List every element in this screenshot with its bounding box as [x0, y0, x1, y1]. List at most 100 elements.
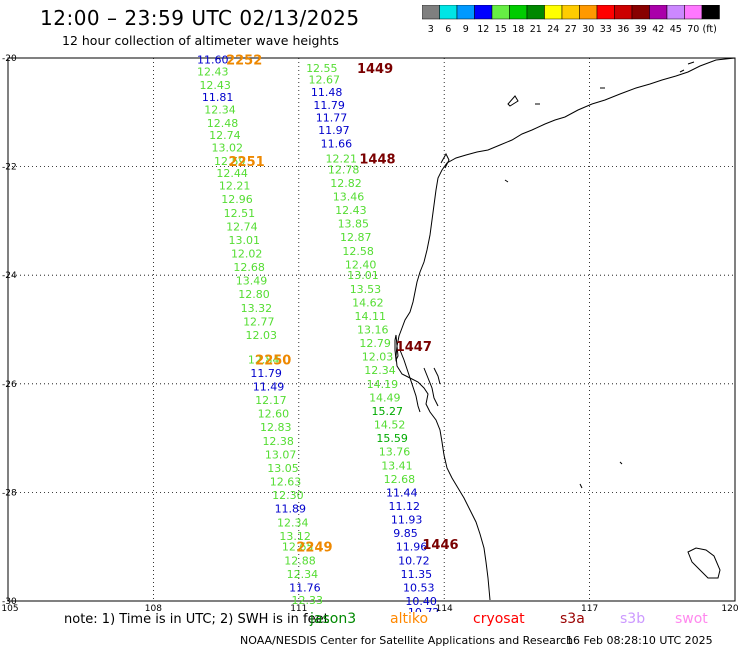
- wave-height-value: 13.85: [338, 218, 370, 231]
- map-grid: [7, 57, 736, 602]
- coastline-point-cloates: [440, 152, 450, 169]
- wave-height-value: 11.89: [275, 503, 307, 516]
- wave-height-value: 12.02: [231, 247, 262, 260]
- wave-height-value: 12.84: [248, 353, 280, 366]
- colorbar-tick-label: 39: [635, 24, 647, 35]
- colorbar-tick-label: 45: [670, 24, 682, 35]
- footer-credit: NOAA/NESDIS Center for Satellite Applica…: [240, 634, 574, 647]
- note-bar: note: 1) Time is in UTC; 2) SWH is in fe…: [64, 612, 329, 627]
- lon-tick-label: 105: [1, 604, 18, 612]
- wave-height-value: 13.05: [267, 462, 299, 475]
- coastline-mainland: [395, 57, 736, 601]
- wave-height-value: 15.27: [372, 405, 404, 418]
- wave-height-value: 12.68: [384, 473, 416, 486]
- lat-tick-label: -20: [2, 54, 17, 64]
- colorbar-tick-label: 30: [582, 24, 594, 35]
- wave-height-value: 12.55: [306, 62, 338, 75]
- wave-height-value: 13.49: [236, 275, 268, 288]
- lat-tick-label: -30: [2, 597, 17, 607]
- wave-height-value: 11.79: [250, 367, 281, 380]
- wave-height-value: 11.96: [396, 541, 428, 554]
- wave-height-value: 13.16: [357, 324, 389, 337]
- pass-time-label: 2251: [229, 155, 265, 170]
- pass-time-label: 2252: [226, 54, 262, 69]
- colorbar-tick-label: 24: [547, 24, 559, 35]
- wave-height-value: 13.41: [381, 459, 413, 472]
- wave-height-value: 12.68: [233, 261, 265, 274]
- wave-height-value: 12.21: [219, 180, 251, 193]
- coastline-shark-bay: [399, 349, 441, 413]
- wave-height-value: 10.72: [398, 554, 430, 567]
- wave-height-value: 9.85: [393, 527, 418, 540]
- coastline-islets-east: [687, 547, 721, 579]
- wave-height-value: 12.03: [362, 351, 394, 364]
- wave-height-value: 12.34: [364, 364, 396, 377]
- wave-height-value: 12.78: [328, 163, 360, 176]
- colorbar-tick-label: 36: [617, 24, 629, 35]
- coastline-islets-north: [507, 61, 695, 107]
- wave-height-value: 12.38: [262, 435, 294, 448]
- wave-height-value: 12.83: [260, 421, 292, 434]
- wave-height-value: 12.63: [270, 476, 302, 489]
- wave-height-value: 12.96: [221, 193, 253, 206]
- wave-height-value: 11.66: [321, 137, 353, 150]
- wave-height-value: 12.43: [335, 204, 367, 217]
- colorbar-tick-label: 3: [428, 24, 434, 35]
- satellite-legend-altiko: altiko: [390, 611, 429, 627]
- wave-height-value: 12.44: [216, 167, 248, 180]
- wave-height-value: 13.76: [379, 446, 411, 459]
- wave-height-value: 12.60: [258, 408, 290, 421]
- wave-height-value: 11.93: [391, 514, 423, 527]
- lon-tick-label: 117: [581, 604, 598, 612]
- colorbar-tick-label: 42: [652, 24, 664, 35]
- wave-height-value: 12.74: [226, 220, 258, 233]
- wave-height-value: 12.88: [284, 554, 316, 567]
- wave-height-value: 13.32: [241, 302, 273, 315]
- satellite-legend-cryosat: cryosat: [473, 611, 525, 627]
- page-title: 12:00 – 23:59 UTC 02/13/2025: [40, 6, 360, 30]
- wave-height-map: 11.6012.4312.4311.8112.3412.4812.7413.02…: [1, 54, 738, 612]
- satellite-legend-s3a: s3a: [560, 611, 585, 627]
- page-subtitle: 12 hour collection of altimeter wave hei…: [62, 33, 339, 48]
- colorbar-tick-label: 15: [495, 24, 507, 35]
- pass-time-label: 2250: [255, 353, 291, 368]
- pass-time-label: 1449: [357, 62, 393, 77]
- satellite-legend-s3b: s3b: [620, 611, 646, 627]
- coastline-small: [504, 179, 623, 489]
- satellite-legend-jason3: jason3: [310, 611, 357, 627]
- wave-height-value: 11.48: [311, 86, 343, 99]
- wave-height-labels: 11.6012.4312.4311.8112.3412.4812.7413.02…: [197, 54, 439, 612]
- colorbar-unit: (ft): [703, 24, 717, 35]
- wave-height-value: 13.46: [333, 190, 365, 203]
- wave-height-value: 15.59: [376, 432, 408, 445]
- wave-height-value: 11.76: [289, 581, 321, 594]
- pass-time-label: 1447: [396, 340, 432, 355]
- pass-time-label: 1448: [359, 152, 395, 167]
- wave-height-value: 11.97: [318, 124, 350, 137]
- wave-height-value: 12.80: [238, 288, 270, 301]
- lon-tick-label: 108: [145, 604, 162, 612]
- colorbar-tick-label: 18: [512, 24, 524, 35]
- satellite-legend-swot: swot: [675, 611, 708, 627]
- wave-height-value: 11.60: [197, 54, 229, 67]
- wave-height-value: 14.62: [352, 296, 384, 309]
- wave-height-value: 13.53: [350, 283, 382, 296]
- colorbar-legend: 3 6 9 12 15 18 21 24 27 30 33 36 39 42 45 70 (ft): [422, 5, 720, 35]
- lat-tick-label: -22: [2, 163, 17, 173]
- wave-height-value: 13.01: [229, 234, 260, 247]
- wave-height-value: 12.59: [214, 155, 246, 168]
- wave-height-value: 12.33: [292, 594, 324, 607]
- wave-height-value: 12.34: [204, 104, 236, 117]
- wave-height-value: 11.79: [313, 99, 345, 112]
- wave-height-value: 11.35: [401, 568, 433, 581]
- wave-height-value: 12.34: [287, 568, 319, 581]
- wave-height-value: 13.07: [265, 448, 297, 461]
- wave-height-value: 12.77: [243, 315, 275, 328]
- colorbar-swatch: [701, 5, 720, 20]
- colorbar-tick-label: 9: [463, 24, 469, 35]
- wave-height-value: 14.19: [367, 378, 399, 391]
- pass-time-label: 2249: [296, 541, 332, 556]
- wave-height-value: 12.79: [359, 337, 391, 350]
- wave-height-value: 12.67: [308, 74, 340, 87]
- wave-height-value: 10.53: [403, 581, 435, 594]
